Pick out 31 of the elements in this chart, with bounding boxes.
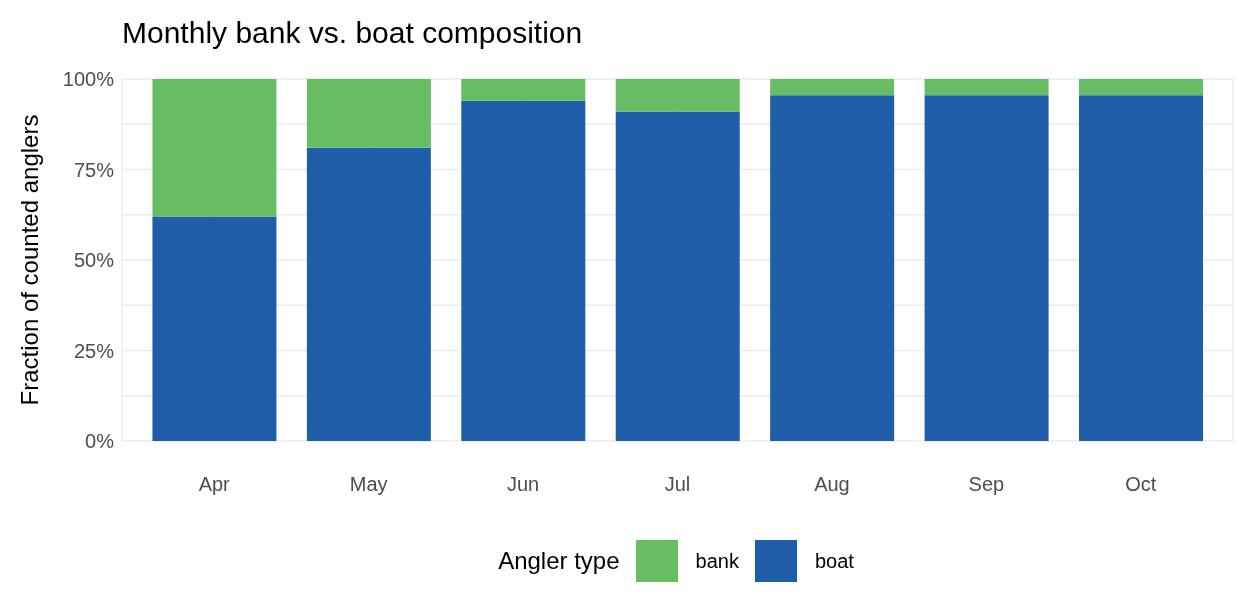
y-tick-label: 75%	[73, 158, 115, 181]
bar	[924, 95, 1049, 441]
bar	[770, 79, 895, 96]
bar	[1079, 79, 1204, 96]
y-tick-label: 50%	[73, 249, 115, 272]
bar	[306, 79, 431, 148]
y-axis-title: Fraction of counted anglers	[16, 114, 44, 406]
chart-title: Monthly bank vs. boat composition	[122, 16, 583, 50]
y-tick-label: 25%	[73, 339, 115, 362]
bar	[461, 100, 586, 441]
legend-label: bank	[695, 549, 739, 573]
bar	[615, 111, 740, 441]
bar	[770, 95, 895, 441]
x-tick-label: Jul	[664, 473, 691, 496]
x-tick-label: Oct	[1125, 473, 1157, 496]
y-tick-label: 0%	[85, 430, 115, 453]
y-tick-label: 100%	[62, 68, 115, 91]
bar	[152, 216, 277, 441]
x-tick-label: Aug	[814, 473, 850, 496]
legend-label: boat	[814, 549, 854, 573]
bar	[152, 79, 277, 217]
bar	[461, 79, 586, 101]
x-tick-label: Apr	[198, 473, 231, 496]
bar	[306, 147, 431, 441]
x-tick-label: Sep	[968, 473, 1005, 496]
x-tick-label: Jun	[506, 473, 540, 496]
legend-title: Angler type	[498, 547, 620, 575]
x-tick-label: May	[349, 473, 388, 496]
bar	[924, 79, 1049, 96]
bar	[1079, 95, 1204, 441]
bar	[615, 79, 740, 112]
